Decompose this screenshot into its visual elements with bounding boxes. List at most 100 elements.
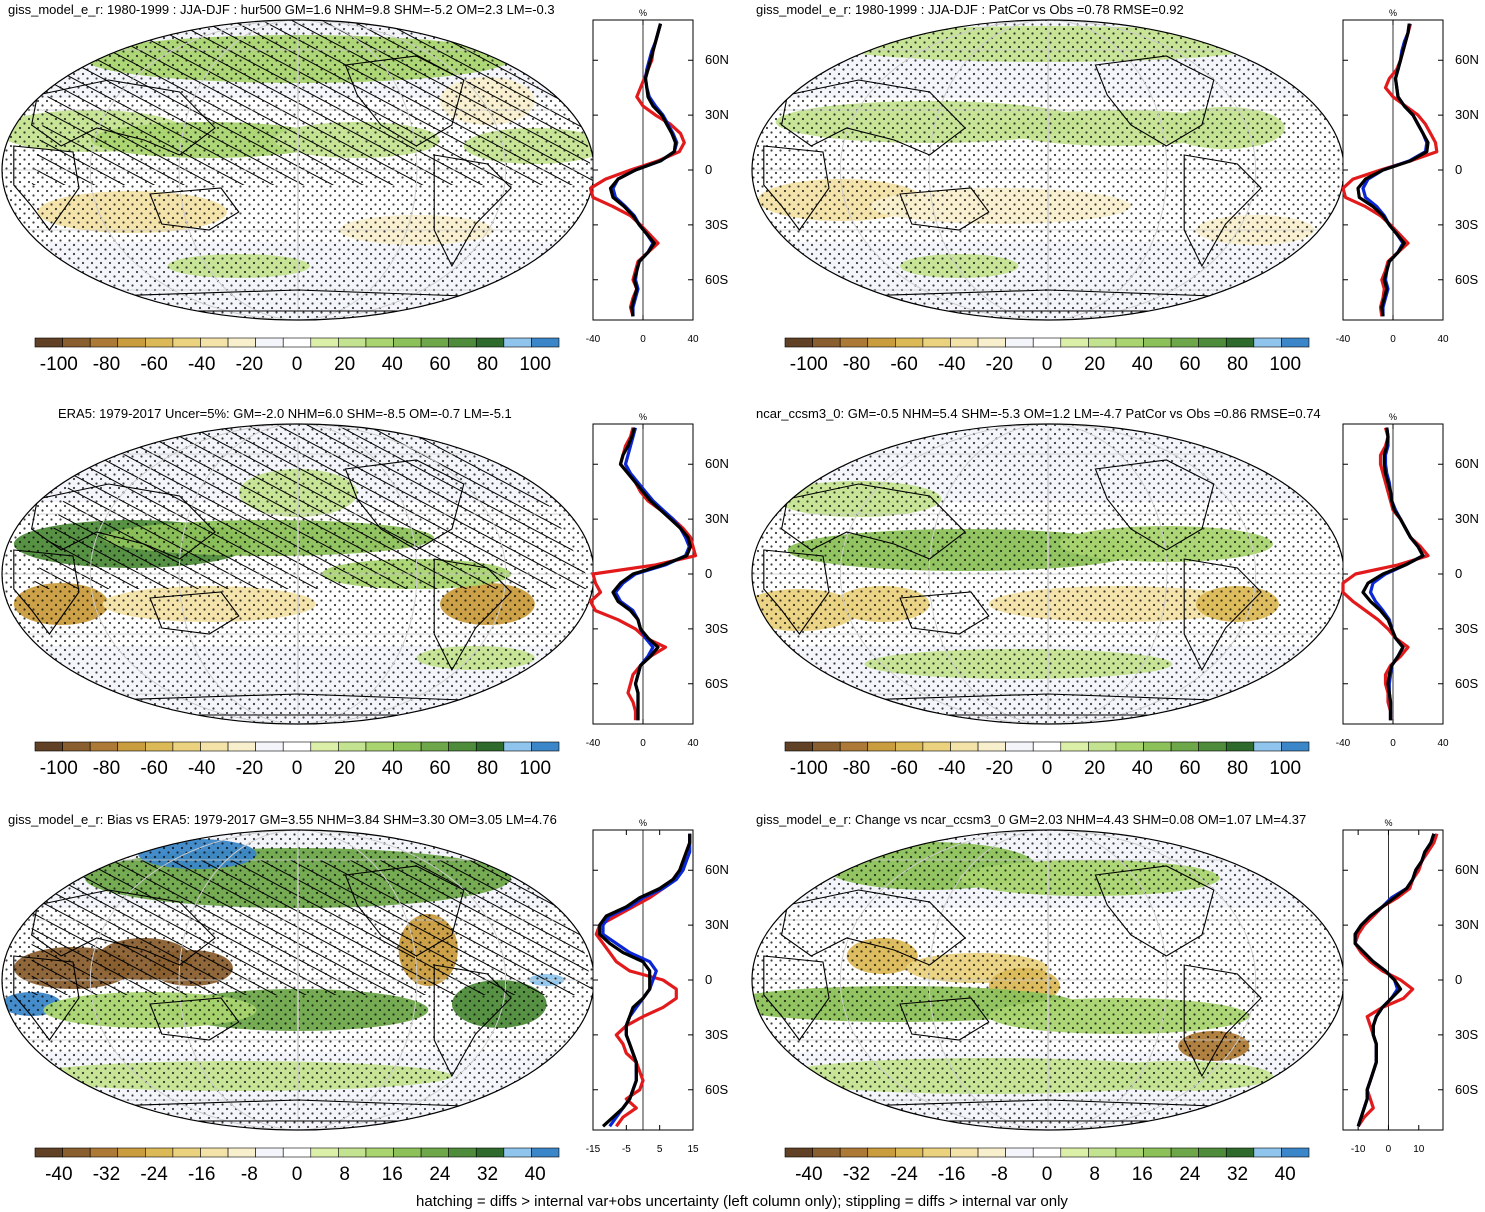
colorbar-swatch — [420, 1147, 449, 1158]
zonal-mean-plot: % -40 0 40 60N 30N 0 30S 60S — [1336, 8, 1479, 345]
coastline — [344, 55, 465, 147]
coastline — [433, 558, 512, 672]
colorbar-tick-label: -100 — [40, 758, 78, 779]
colorbar-swatch — [1060, 1147, 1089, 1158]
map — [2, 830, 594, 1130]
zonal-mean-plot: % -40 0 40 60N 30N 0 30S 60S — [1336, 412, 1479, 749]
zonal-x-tick-label: 0 — [640, 334, 646, 345]
colorbar-swatch — [1170, 337, 1199, 348]
colorbar-tick-label: -20 — [236, 758, 263, 779]
colorbar-swatch — [200, 1147, 229, 1158]
map — [752, 20, 1344, 320]
colorbar-tick-label: 80 — [1227, 758, 1248, 779]
colorbar-swatch — [1198, 741, 1227, 752]
coastline — [433, 964, 512, 1078]
zonal-y-tick-label: 60N — [1455, 52, 1479, 67]
colorbar-swatch — [1281, 337, 1310, 348]
colorbar-swatch — [1115, 337, 1144, 348]
colorbar-tick-label: 100 — [519, 354, 551, 375]
panel-title: giss_model_e_r: 1980-1999 : JJA-DJF : hu… — [8, 2, 555, 17]
colorbar-swatch — [1088, 1147, 1117, 1158]
colorbar-swatch — [867, 1147, 896, 1158]
hatching — [31, 424, 594, 589]
colorbar-tick-label: 40 — [525, 1164, 546, 1185]
zonal-y-tick-label: 60S — [1455, 1082, 1478, 1097]
colorbar-swatch — [503, 1147, 532, 1158]
colorbar-tick-label: -20 — [986, 758, 1013, 779]
colorbar-tick-label: 20 — [334, 354, 355, 375]
zonal-y-tick-label: 60N — [705, 456, 729, 471]
colorbar-swatch — [172, 741, 201, 752]
colorbar-swatch — [255, 741, 284, 752]
colorbar-tick-label: -16 — [188, 1164, 215, 1185]
map — [752, 830, 1344, 1130]
zonal-y-tick-label: 0 — [1455, 162, 1462, 177]
coastline — [780, 79, 966, 156]
colorbar-tick-label: -24 — [890, 1164, 918, 1185]
colorbar-tick-label: 100 — [1269, 354, 1301, 375]
colorbar-tick-label: -20 — [986, 354, 1013, 375]
colorbar-swatch — [922, 1147, 951, 1158]
zonal-series-line-mean — [1361, 427, 1425, 721]
colorbar-swatch — [1198, 337, 1227, 348]
zonal-unit-label: % — [639, 8, 647, 18]
zonal-x-tick-label: 5 — [657, 1144, 663, 1155]
zonal-y-tick-label: 0 — [705, 162, 712, 177]
zonal-y-tick-label: 0 — [1455, 566, 1462, 581]
colorbar-tick-label: -40 — [938, 758, 965, 779]
map — [752, 424, 1344, 724]
coastline — [30, 79, 216, 156]
zonal-y-tick-label: 30S — [1455, 621, 1478, 636]
colorbar-tick-label: 40 — [1132, 758, 1153, 779]
colorbar-swatch — [420, 741, 449, 752]
zonal-unit-label: % — [1384, 818, 1392, 828]
colorbar-swatch — [227, 1147, 256, 1158]
zonal-x-tick-label: 15 — [687, 1144, 699, 1155]
zonal-y-tick-label: 60S — [705, 676, 728, 691]
colorbar-swatch — [172, 337, 201, 348]
coastline — [344, 459, 465, 551]
colorbar-tick-label: 16 — [1132, 1164, 1153, 1185]
colorbar-swatch — [784, 337, 813, 348]
colorbar-tick-label: 16 — [382, 1164, 403, 1185]
zonal-y-tick-label: 60N — [705, 52, 729, 67]
colorbar-swatch — [1253, 337, 1282, 348]
zonal-y-tick-label: 30N — [705, 511, 729, 526]
coastline — [1183, 154, 1262, 268]
zonal-y-tick-label: 0 — [1455, 972, 1462, 987]
colorbar-swatch — [1143, 1147, 1172, 1158]
colorbar: -40 -32 -24 -16 -8 0 8 16 24 32 40 — [34, 1147, 560, 1185]
colorbar-tick-label: 24 — [429, 1164, 451, 1185]
colorbar-swatch — [475, 741, 505, 752]
colorbar-swatch — [895, 337, 924, 348]
coastline — [1183, 964, 1262, 1078]
zonal-x-tick-label: -10 — [1351, 1144, 1366, 1155]
colorbar-swatch — [839, 337, 869, 348]
panel-5: giss_model_e_r: Bias vs ERA5: 1979-2017 … — [1, 812, 729, 1185]
zonal-y-tick-label: 30N — [705, 107, 729, 122]
colorbar-swatch — [1005, 1147, 1034, 1158]
colorbar-tick-label: -40 — [938, 354, 965, 375]
colorbar-swatch — [1005, 337, 1034, 348]
colorbar-tick-label: -8 — [991, 1164, 1008, 1185]
colorbar-tick-label: -80 — [843, 354, 870, 375]
zonal-series-line-mean — [608, 23, 678, 317]
coastline — [1094, 55, 1215, 147]
colorbar-tick-label: 24 — [1179, 1164, 1201, 1185]
panel-4: ncar_ccsm3_0: GM=-0.5 NHM=5.4 SHM=-5.3 O… — [751, 406, 1479, 779]
colorbar-tick-label: -80 — [93, 758, 120, 779]
zonal-unit-label: % — [639, 412, 647, 422]
colorbar-tick-label: 40 — [1132, 354, 1153, 375]
coastline — [149, 591, 240, 635]
colorbar-tick-label: 20 — [334, 758, 355, 779]
colorbar-swatch — [89, 337, 119, 348]
colorbar-swatch — [393, 337, 422, 348]
colorbar-swatch — [1225, 1147, 1255, 1158]
coastline — [763, 955, 830, 1041]
colorbar-swatch — [1170, 741, 1199, 752]
colorbar-swatch — [448, 1147, 477, 1158]
colorbar-swatch — [310, 1147, 339, 1158]
zonal-y-tick-label: 60S — [705, 1082, 728, 1097]
colorbar-swatch — [1032, 1147, 1062, 1158]
colorbar-tick-label: 100 — [1269, 758, 1301, 779]
